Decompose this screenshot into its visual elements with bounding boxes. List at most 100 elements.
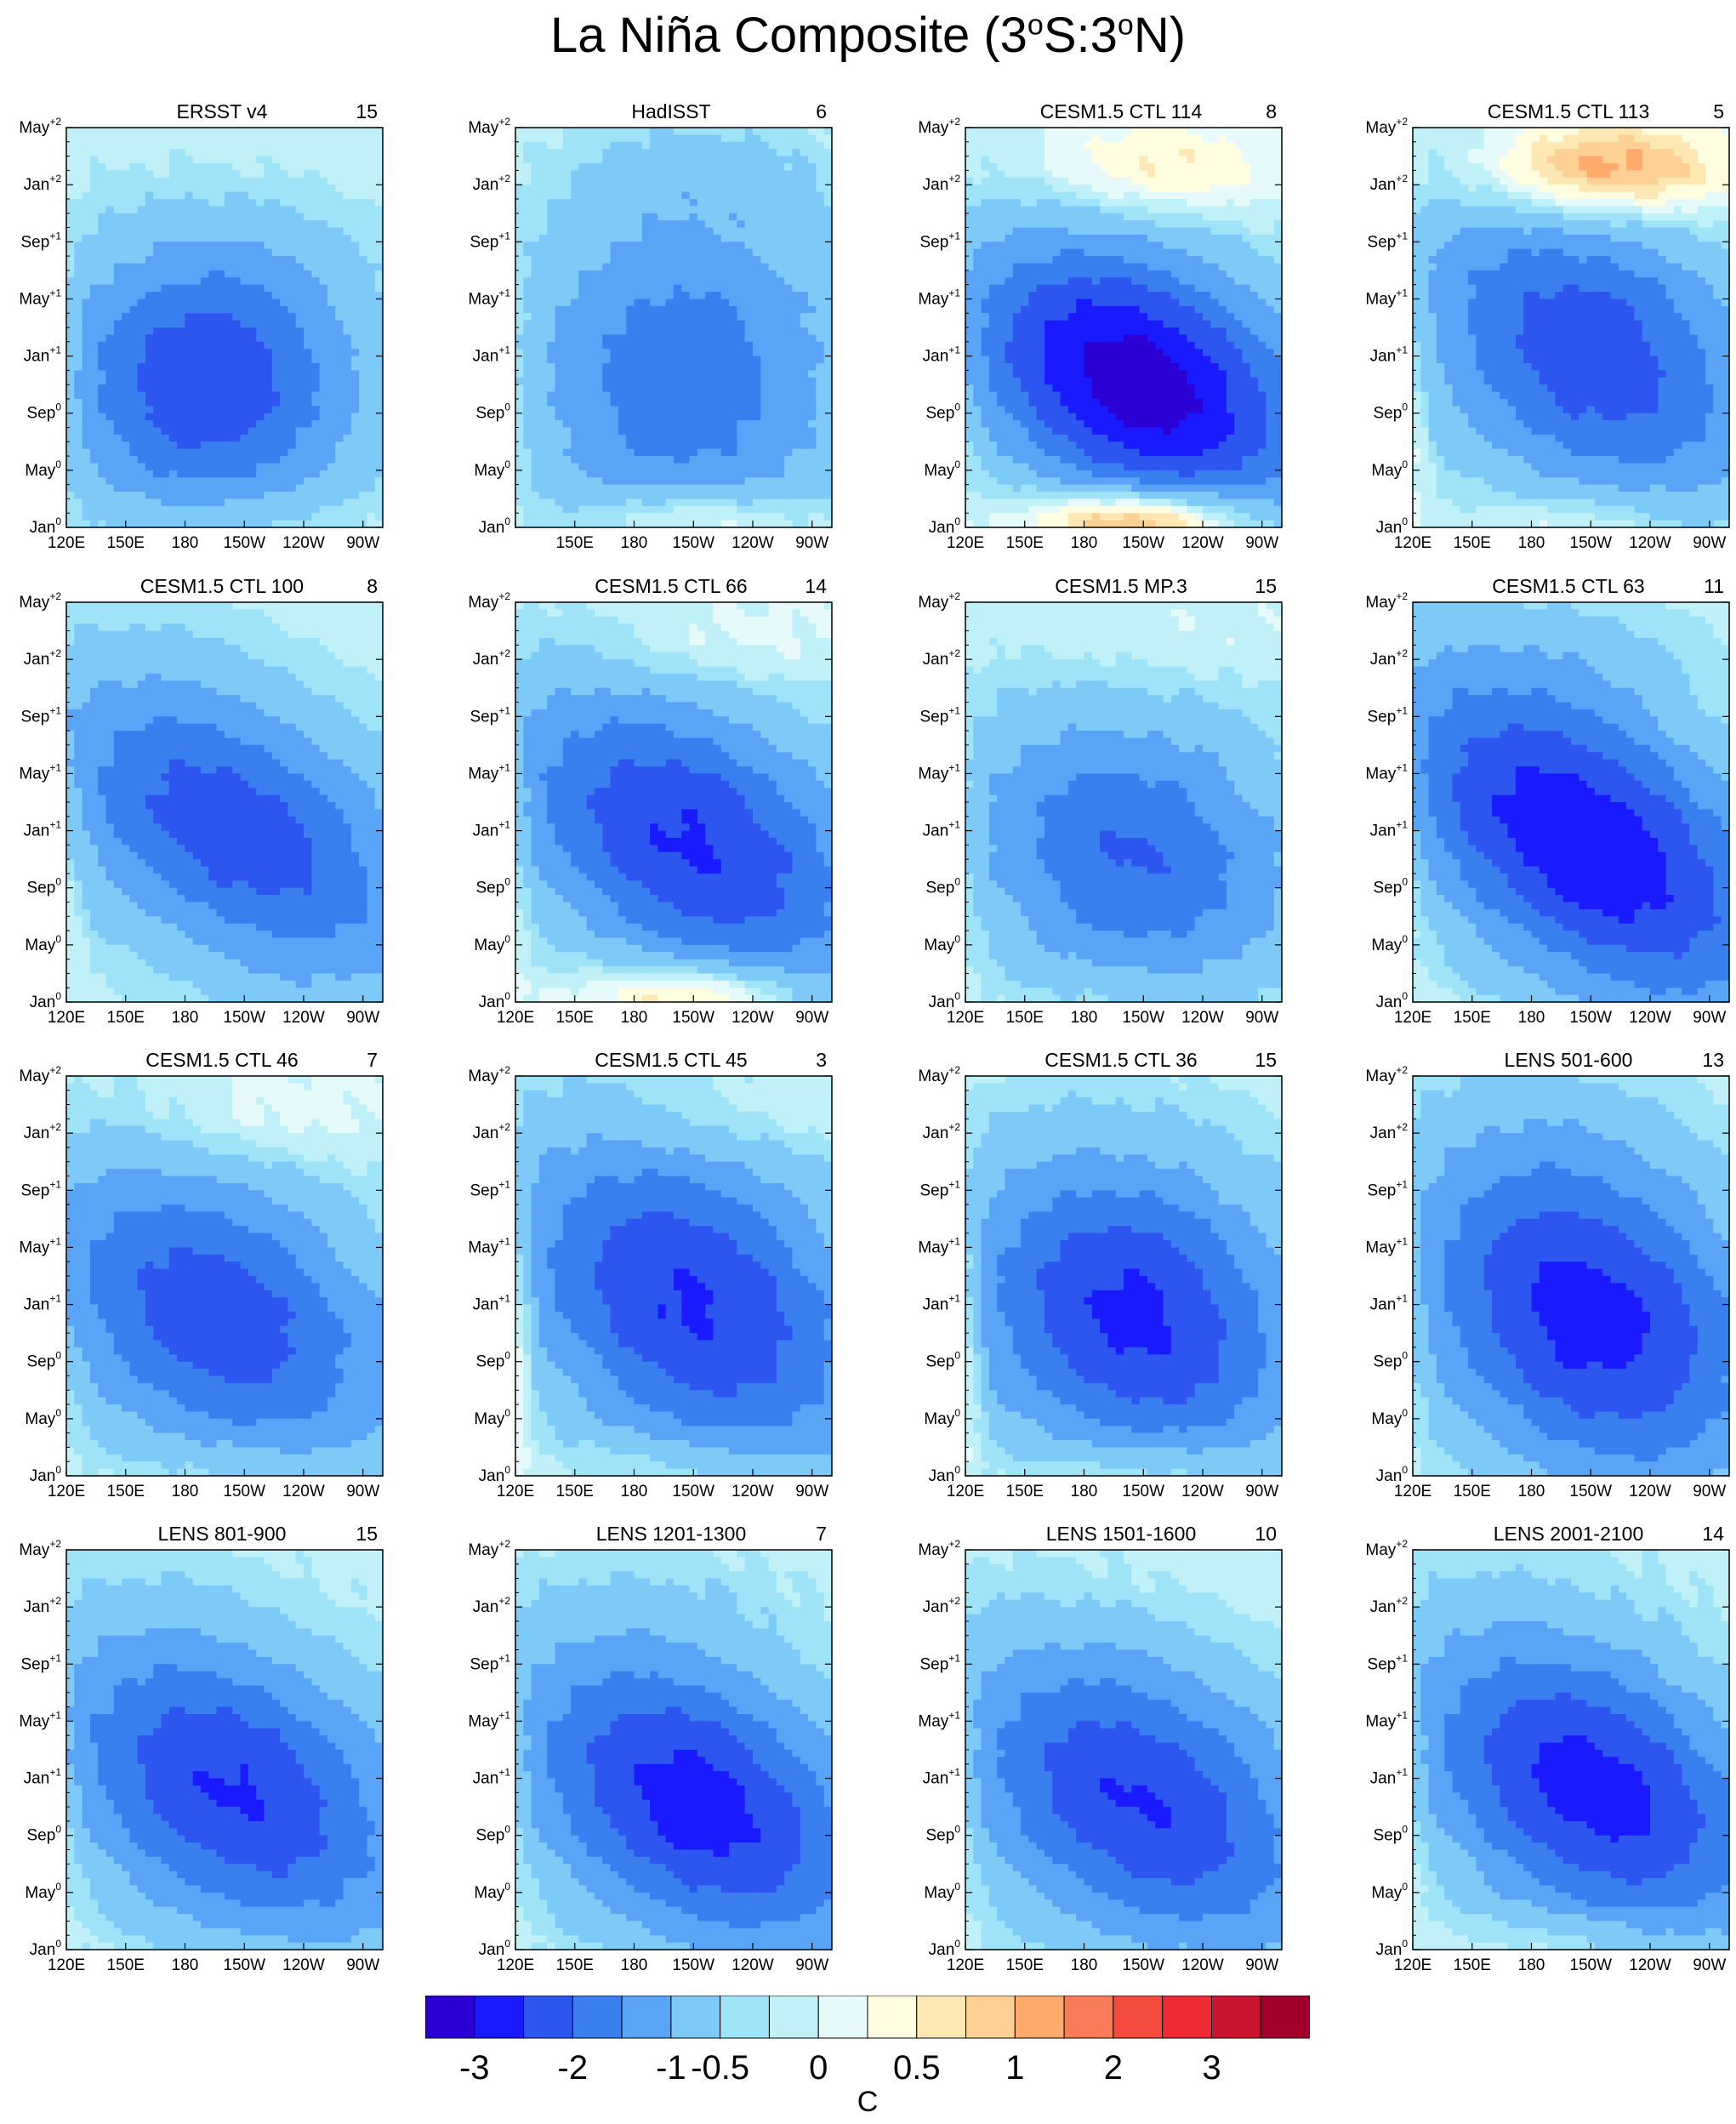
heatmap-cell bbox=[232, 463, 242, 471]
heatmap-cell bbox=[571, 391, 579, 400]
heatmap-cell bbox=[327, 162, 336, 171]
heatmap-cell bbox=[705, 141, 714, 150]
heatmap-cell bbox=[1155, 128, 1164, 135]
heatmap-cell bbox=[168, 305, 178, 314]
heatmap-cell bbox=[713, 448, 722, 457]
heatmap-cell bbox=[650, 305, 658, 314]
heatmap-cell bbox=[737, 505, 746, 514]
heatmap-cell bbox=[641, 305, 651, 314]
heatmap-cell bbox=[555, 484, 564, 493]
heatmap-cell bbox=[697, 156, 706, 164]
heatmap-cell bbox=[271, 206, 281, 214]
heatmap-cell bbox=[531, 299, 540, 307]
heatmap-cell bbox=[343, 520, 352, 528]
heatmap-cell bbox=[192, 391, 202, 400]
heatmap-cell bbox=[240, 313, 249, 322]
heatmap-cell bbox=[697, 470, 706, 478]
heatmap-cell bbox=[82, 128, 91, 135]
heatmap-cell bbox=[1203, 149, 1211, 157]
heatmap-cell bbox=[335, 477, 344, 486]
heatmap-cell bbox=[808, 463, 817, 471]
heatmap-cell bbox=[562, 434, 572, 442]
heatmap-cell bbox=[523, 234, 532, 242]
heatmap-cell bbox=[823, 477, 833, 486]
heatmap-cell bbox=[1091, 185, 1101, 193]
heatmap-cell bbox=[768, 141, 777, 150]
heatmap-cell bbox=[729, 234, 737, 242]
heatmap-cell bbox=[610, 162, 619, 171]
heatmap-cell bbox=[256, 156, 265, 164]
heatmap-cell bbox=[538, 520, 548, 528]
heatmap-cell bbox=[562, 242, 572, 250]
heatmap-cell bbox=[1218, 149, 1227, 157]
heatmap-cell bbox=[531, 456, 540, 464]
heatmap-cell bbox=[280, 456, 288, 464]
heatmap-cell bbox=[720, 427, 730, 436]
heatmap-cell bbox=[1234, 149, 1244, 157]
heatmap-cell bbox=[988, 185, 998, 193]
heatmap-cell bbox=[327, 398, 336, 407]
heatmap-cell bbox=[753, 327, 761, 335]
heatmap-cell bbox=[697, 185, 706, 193]
heatmap-cell bbox=[681, 384, 691, 393]
heatmap-cell bbox=[1163, 128, 1172, 135]
heatmap-cell bbox=[122, 349, 130, 357]
heatmap-cell bbox=[578, 220, 588, 229]
heatmap-cell bbox=[816, 513, 825, 521]
heatmap-cell bbox=[523, 263, 532, 271]
heatmap-cell bbox=[232, 413, 242, 421]
heatmap-cell bbox=[153, 448, 162, 457]
heatmap-cell bbox=[562, 284, 572, 293]
heatmap-cell bbox=[1131, 191, 1141, 200]
heatmap-cell bbox=[335, 149, 344, 157]
heatmap-cell bbox=[650, 370, 658, 379]
heatmap-cell bbox=[808, 191, 817, 200]
heatmap-cell bbox=[753, 156, 761, 164]
heatmap-cell bbox=[610, 284, 619, 293]
heatmap-cell bbox=[113, 520, 122, 528]
heatmap-cell bbox=[359, 234, 367, 242]
heatmap-cell bbox=[665, 213, 674, 221]
heatmap-cell bbox=[335, 277, 344, 286]
heatmap-cell bbox=[760, 505, 770, 514]
heatmap-cell bbox=[618, 398, 627, 407]
heatmap-cell bbox=[359, 162, 367, 171]
heatmap-cell bbox=[729, 162, 737, 171]
heatmap-cell bbox=[105, 492, 115, 500]
heatmap-cell bbox=[161, 349, 170, 357]
heatmap-cell bbox=[713, 456, 722, 464]
heatmap-cell bbox=[192, 356, 202, 364]
heatmap-cell bbox=[216, 413, 225, 421]
heatmap-cell bbox=[571, 313, 579, 322]
heatmap-cell bbox=[113, 456, 122, 464]
heatmap-cell bbox=[287, 227, 297, 236]
heatmap-cell bbox=[185, 377, 194, 385]
heatmap-cell bbox=[753, 170, 761, 179]
heatmap-cell bbox=[122, 427, 130, 436]
heatmap-cell bbox=[192, 492, 202, 500]
heatmap-cell bbox=[744, 498, 754, 507]
heatmap-cell bbox=[89, 234, 99, 242]
heatmap-cell bbox=[753, 356, 761, 364]
heatmap-cell bbox=[705, 498, 714, 507]
heatmap-cell bbox=[248, 320, 257, 328]
heatmap-cell bbox=[74, 177, 83, 185]
heatmap-cell bbox=[689, 356, 698, 364]
heatmap-cell bbox=[697, 248, 706, 257]
heatmap-cell bbox=[161, 191, 170, 200]
heatmap-cell bbox=[295, 320, 305, 328]
heatmap-cell bbox=[74, 263, 83, 271]
heatmap-cell bbox=[327, 456, 336, 464]
heatmap-cell bbox=[618, 292, 627, 300]
heatmap-cell bbox=[610, 320, 619, 328]
heatmap-cell bbox=[240, 206, 249, 214]
heatmap-cell bbox=[808, 406, 817, 414]
heatmap-cell bbox=[105, 263, 115, 271]
heatmap-cell bbox=[201, 492, 209, 500]
heatmap-cell bbox=[768, 313, 777, 322]
heatmap-cell bbox=[562, 156, 572, 164]
heatmap-cell bbox=[168, 448, 178, 457]
heatmap-cell bbox=[562, 356, 572, 364]
heatmap-cell bbox=[137, 470, 146, 478]
heatmap-cell bbox=[240, 248, 249, 257]
